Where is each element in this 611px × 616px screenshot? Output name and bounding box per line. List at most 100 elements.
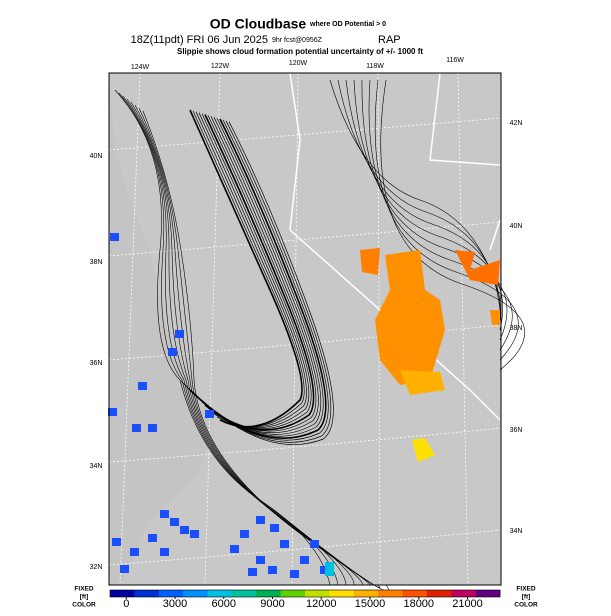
- colorbar-side-label: [ft]: [80, 594, 89, 601]
- colorbar-swatch: [110, 590, 135, 597]
- title-note: where OD Potential > 0: [309, 21, 386, 28]
- colorbar-swatch: [402, 590, 428, 597]
- cloudbase-area: [490, 310, 500, 325]
- contour: [142, 110, 389, 592]
- colorbar-side-label: COLOR: [514, 602, 538, 609]
- cloudbase-cell: [148, 424, 157, 432]
- cloudbase-cell: [320, 566, 329, 574]
- colorbar-label: 3000: [163, 598, 187, 610]
- cloudbase-cell: [168, 348, 177, 356]
- run-time: 18Z(11pdt) FRI 06 Jun 2025: [131, 34, 268, 46]
- cloudbase-cell: [268, 566, 277, 574]
- cloudbase-cell: [112, 538, 121, 546]
- state-border: [289, 72, 301, 231]
- latitude-label: 32N: [90, 564, 103, 571]
- ocean: [109, 73, 215, 585]
- latitude-label: 38N: [90, 259, 103, 266]
- title: OD Cloudbase: [210, 16, 307, 32]
- colorbar-swatch: [305, 590, 330, 597]
- graticule: [457, 72, 469, 586]
- contour: [374, 79, 519, 361]
- contour: [134, 104, 372, 586]
- graticule: [108, 529, 502, 566]
- colorbar-swatch: [426, 590, 452, 597]
- latitude-label: 36N: [90, 360, 103, 367]
- contour: [195, 117, 322, 435]
- cloudbase-cell: [256, 516, 265, 524]
- colorbar-label: 9000: [260, 598, 284, 610]
- contour: [195, 111, 307, 428]
- colorbar-side-label: FIXED: [516, 586, 535, 593]
- contour: [201, 115, 317, 432]
- cloudbase-cell: [280, 540, 289, 548]
- map-border: [108, 72, 502, 586]
- colorbar-swatch: [231, 590, 257, 597]
- contour: [201, 113, 312, 429]
- cloudbase-cell: [148, 534, 157, 542]
- contour: [380, 79, 525, 371]
- longitude-label: 116W: [446, 57, 464, 64]
- cloudbase-area: [375, 250, 445, 385]
- contour: [198, 116, 319, 433]
- subtitle: Slippie shows cloud formation potential …: [177, 47, 423, 56]
- cloudbase-area: [400, 370, 445, 395]
- cloudbase-cell: [290, 570, 299, 578]
- cloudbase-cell: [175, 330, 184, 338]
- longitude-label: 122W: [211, 63, 230, 70]
- latitude-label: 34N: [510, 528, 523, 535]
- colorbar-label: 12000: [306, 598, 337, 610]
- colorbar-label: 18000: [403, 598, 434, 610]
- forecast: 9hr fcst@0956Z: [272, 37, 323, 44]
- colorbar-side-label: COLOR: [72, 602, 96, 609]
- colorbar-swatch: [378, 590, 403, 597]
- colorbar-swatch: [256, 590, 281, 597]
- state-border: [429, 72, 501, 166]
- map-layer: [108, 72, 525, 592]
- cloudbase-cell: [160, 510, 169, 518]
- contour: [186, 119, 329, 441]
- colorbar-swatch: [134, 590, 160, 597]
- cloudbase-cell: [190, 530, 199, 538]
- cloudbase-area: [455, 250, 500, 285]
- cloudbase-cell: [240, 530, 249, 538]
- graticule: [204, 72, 221, 586]
- colorbar-label: 6000: [212, 598, 236, 610]
- colorbar-side-label: FIXED: [74, 586, 93, 593]
- cloudbase-cell: [180, 526, 189, 534]
- graticule: [108, 324, 502, 361]
- cloudbase-cell: [130, 548, 139, 556]
- latitude-label: 34N: [90, 463, 103, 470]
- contour: [353, 79, 504, 331]
- colorbar-swatch: [158, 590, 184, 597]
- contour: [198, 112, 310, 428]
- colorbar-label: 15000: [355, 598, 386, 610]
- graticule: [108, 221, 502, 257]
- colorbar-swatch: [207, 590, 233, 597]
- contour: [180, 121, 334, 445]
- cloudbase-cell: [300, 556, 309, 564]
- contour: [189, 109, 303, 428]
- colorbar-swatch: [329, 590, 355, 597]
- cloudbase-cell: [132, 424, 141, 432]
- cloudbase-cell: [138, 382, 147, 390]
- cloudbase-area: [360, 248, 380, 275]
- longitude-label: 118W: [366, 63, 384, 70]
- cloudbase-cell: [205, 410, 214, 418]
- state-border: [489, 219, 501, 251]
- contour: [126, 98, 355, 586]
- latitude-label: 38N: [510, 325, 523, 332]
- contour: [189, 118, 327, 439]
- model: RAP: [378, 34, 401, 46]
- colorbar-label: 0: [123, 598, 129, 610]
- graticule: [119, 72, 141, 586]
- colorbar-swatch: [280, 590, 306, 597]
- latitude-label: 40N: [510, 223, 523, 230]
- cloudbase-area: [412, 438, 435, 462]
- cloudbase-cell: [248, 568, 257, 576]
- cloudbase-cell: [110, 233, 119, 241]
- contour: [183, 120, 332, 443]
- colorbar-side-label: [ft]: [522, 594, 531, 601]
- colorbar-swatch: [475, 590, 501, 597]
- cloudbase-cell: [160, 548, 169, 556]
